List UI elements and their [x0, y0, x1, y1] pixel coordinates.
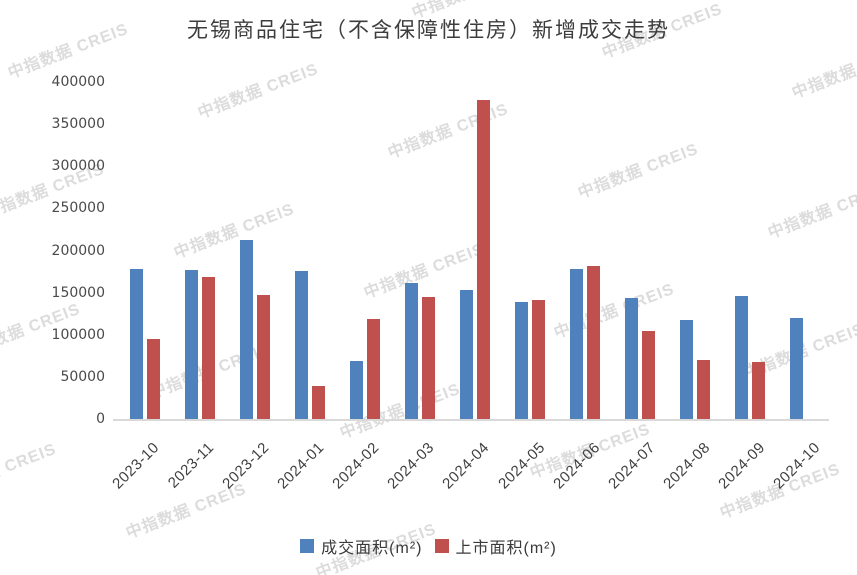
bar-listing-area-2024-03[interactable] [421, 297, 435, 419]
bar-listing-area-2024-05[interactable] [532, 300, 546, 419]
legend-swatch-listing-area [434, 539, 449, 553]
bar-listing-area-2023-11[interactable] [201, 277, 215, 419]
x-axis-label-2024-10: 2024-10 [770, 439, 824, 493]
legend-label-transaction-area: 成交面积(m²) [321, 540, 423, 557]
bar-transaction-area-2023-10[interactable] [129, 269, 143, 419]
bar-transaction-area-2024-04[interactable] [460, 290, 473, 419]
x-axis-label-2024-09: 2024-09 [714, 439, 769, 493]
x-axis-label-2023-11: 2023-11 [165, 439, 218, 492]
y-axis-tick-label: 50000 [60, 368, 105, 385]
bar-transaction-area-2023-12[interactable] [239, 240, 253, 419]
legend-swatch-transaction-area [300, 539, 315, 553]
x-axis-label-2024-07: 2024-07 [604, 439, 659, 493]
bar-transaction-area-2024-01[interactable] [294, 271, 308, 419]
y-axis-tick-label: 300000 [51, 158, 105, 175]
x-axis-label-2023-10: 2023-10 [109, 439, 163, 493]
y-axis-tick-label: 400000 [51, 74, 105, 90]
y-axis: 400000 350000 300000 250000 200000 150000 1000… [0, 74, 105, 427]
y-axis-tick-label: 250000 [51, 200, 105, 217]
bar-group-2024-08: 2024-08 [660, 82, 719, 492]
y-axis-tick-label: 200000 [51, 242, 105, 259]
bar-listing-area-2024-02[interactable] [366, 319, 380, 419]
bar-group-2024-04: 2024-04 [440, 82, 498, 492]
x-axis-label-2024-04: 2024-04 [439, 439, 494, 493]
y-axis-tick-label: 0 [96, 411, 105, 427]
bar-group-2024-06: 2024-06 [550, 82, 609, 492]
bar-transaction-area-2024-05[interactable] [515, 302, 529, 419]
x-axis-label-2024-01: 2024-01 [274, 439, 328, 493]
x-axis-label-2024-03: 2024-03 [384, 439, 438, 493]
bar-listing-area-2024-04[interactable] [477, 100, 490, 419]
y-axis-tick-label: 100000 [51, 326, 105, 343]
x-axis-label-2024-06: 2024-06 [549, 439, 604, 493]
chart-title: 无锡商品住宅（不含保障性住房）新增成交走势 [187, 18, 670, 42]
bar-group-2023-11: 2023-11 [165, 82, 223, 492]
bar-group-2024-01: 2024-01 [274, 82, 333, 492]
legend-item-transaction-area[interactable]: 成交面积(m²) [300, 534, 422, 558]
bar-transaction-area-2023-11[interactable] [184, 270, 198, 419]
x-axis-label-2024-08: 2024-08 [659, 439, 714, 493]
x-axis-label-2023-12: 2023-12 [219, 439, 273, 493]
bar-group-2024-02: 2024-02 [329, 82, 388, 492]
bar-transaction-area-2024-10[interactable] [790, 318, 804, 419]
bar-transaction-area-2024-07[interactable] [625, 298, 639, 419]
bar-transaction-area-2024-02[interactable] [349, 361, 363, 419]
x-axis-label-2024-05: 2024-05 [494, 439, 549, 493]
legend: 成交面积(m²) 上市面积(m²) [0, 534, 857, 558]
legend-item-listing-area[interactable]: 上市面积(m²) [434, 534, 557, 558]
bar-group-2024-05: 2024-05 [495, 82, 554, 492]
bar-listing-area-2024-06[interactable] [587, 266, 601, 419]
bar-listing-area-2024-09[interactable] [752, 362, 766, 419]
bar-listing-area-2024-08[interactable] [697, 360, 711, 419]
bar-group-2024-09: 2024-09 [715, 82, 774, 492]
y-axis-tick-label: 350000 [51, 116, 105, 133]
bar-transaction-area-2024-09[interactable] [735, 296, 749, 419]
bar-group-2023-12: 2023-12 [219, 82, 278, 492]
bar-group-2024-10: 2024-10 [770, 82, 829, 492]
legend-label-listing-area: 上市面积(m²) [455, 540, 557, 557]
plot-area: 2023-10 2023-11 2023-12 2024-01 2024-02 2024-… [109, 82, 829, 492]
watermark-text: 中指数据 CREIS [0, 440, 59, 503]
bar-listing-area-2024-07[interactable] [642, 331, 656, 419]
bar-transaction-area-2024-08[interactable] [680, 320, 694, 419]
bar-listing-area-2023-12[interactable] [256, 295, 270, 419]
bar-group-2024-03: 2024-03 [385, 82, 443, 492]
y-axis-tick-label: 150000 [51, 284, 105, 301]
bar-transaction-area-2024-03[interactable] [404, 283, 418, 419]
bar-transaction-area-2024-06[interactable] [570, 269, 584, 419]
bar-listing-area-2023-10[interactable] [146, 339, 160, 419]
x-axis-label-2024-02: 2024-02 [329, 439, 383, 493]
bar-group-2024-07: 2024-07 [605, 82, 664, 492]
bar-listing-area-2024-01[interactable] [311, 386, 325, 419]
bar-group-2023-10: 2023-10 [109, 82, 168, 492]
